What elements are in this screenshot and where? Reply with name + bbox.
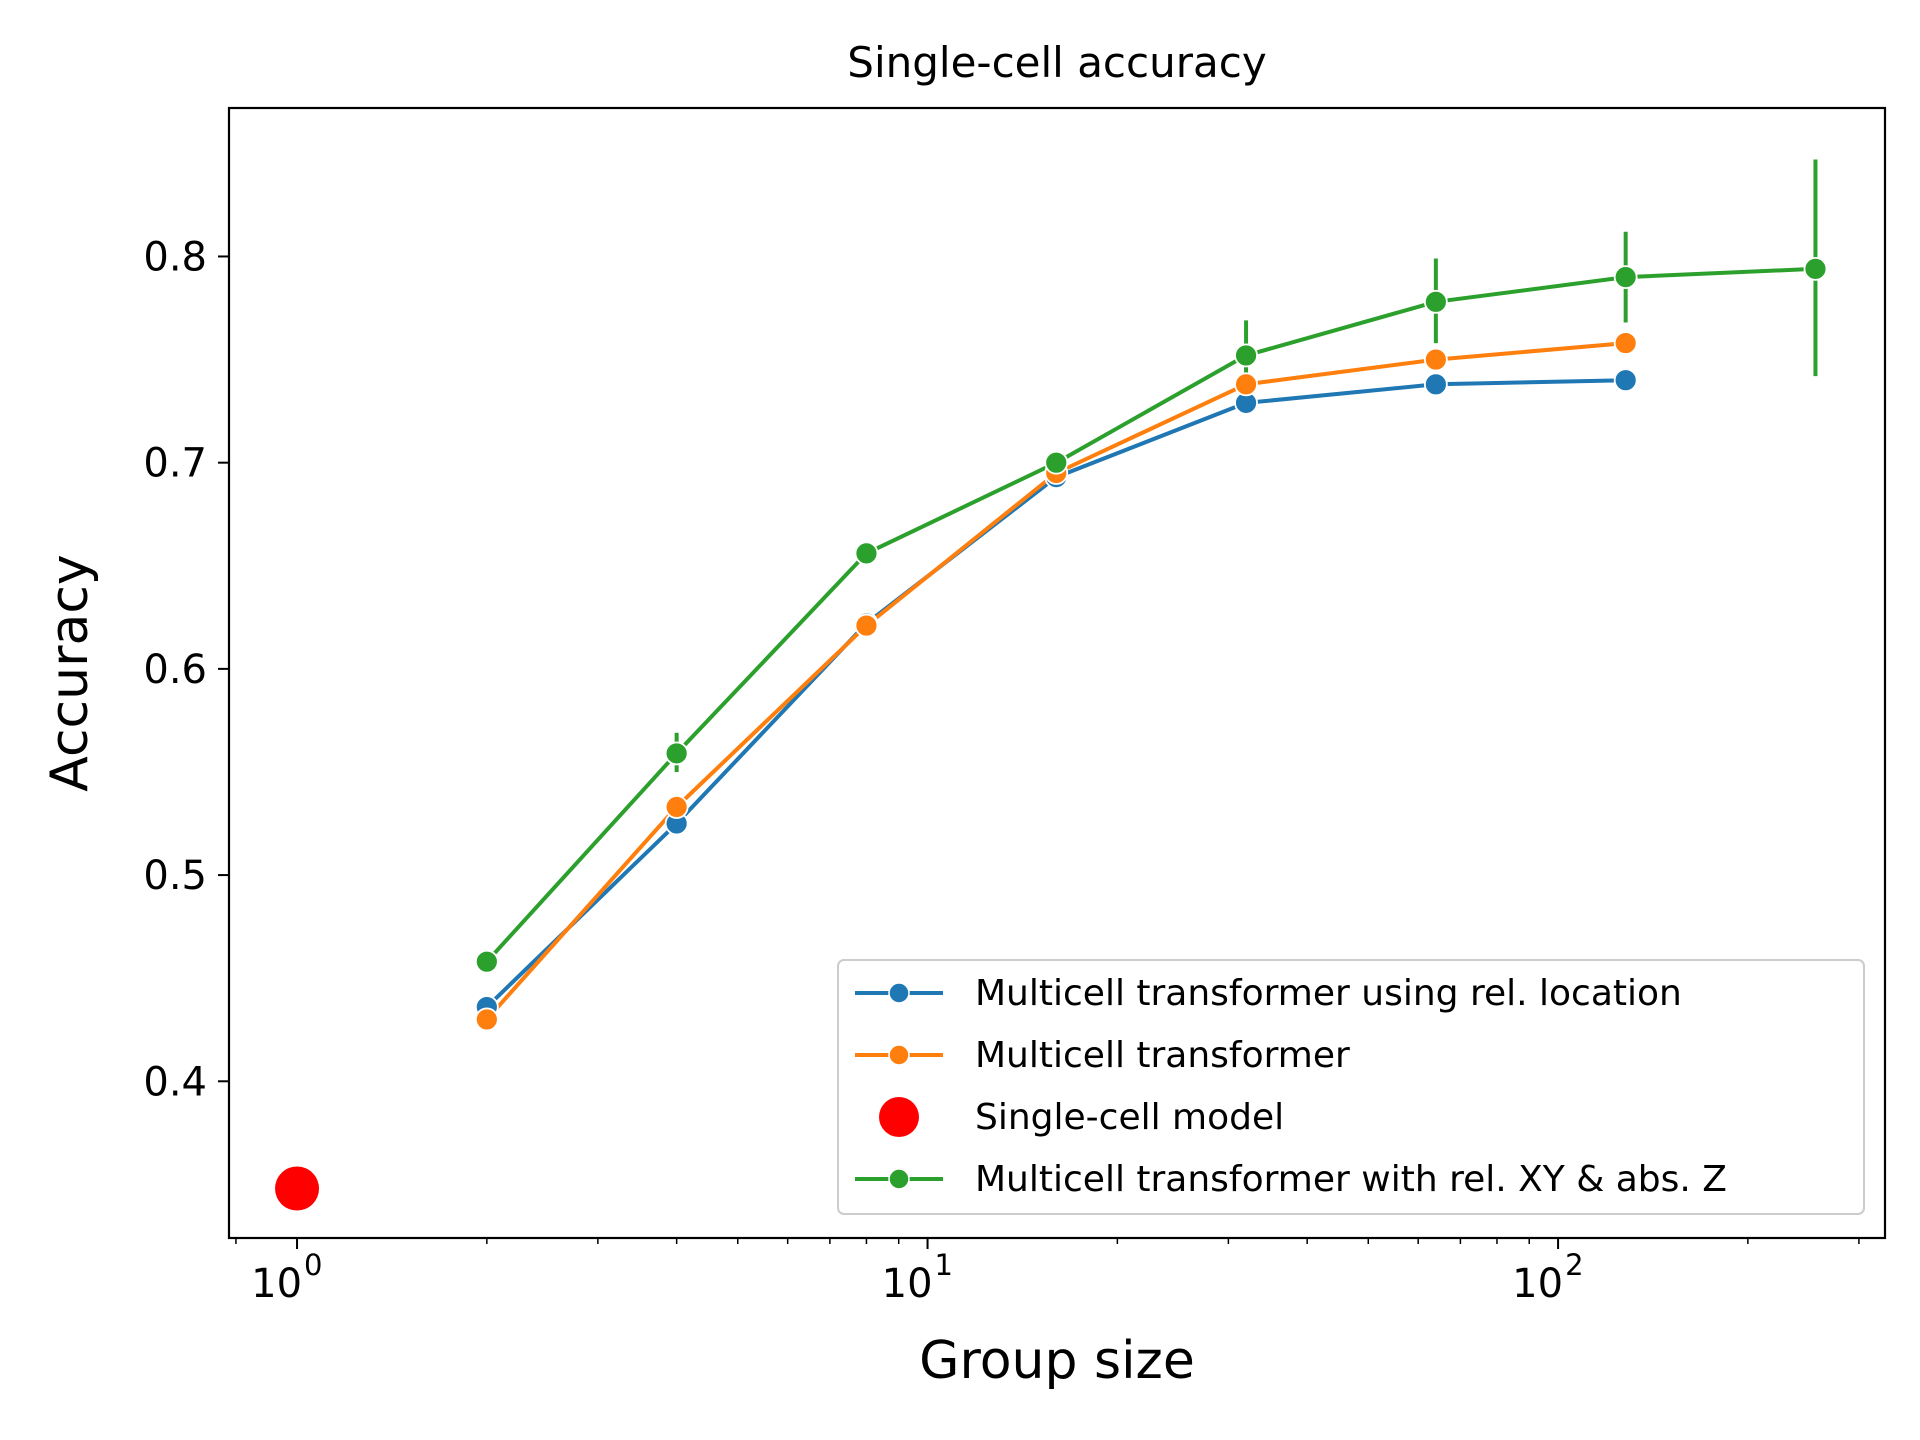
legend-label: Multicell transformer with rel. XY & abs… (975, 1159, 1727, 1200)
axis-ticks: 0.40.50.60.70.810 0 10 1 10 2 (143, 234, 1860, 1307)
legend-marker (888, 1168, 910, 1190)
legend-label: Multicell transformer using rel. locatio… (975, 973, 1682, 1014)
data-point (1423, 372, 1448, 397)
series-markers-2 (275, 1166, 320, 1211)
data-point (1423, 289, 1448, 314)
y-tick-label: 0.7 (143, 441, 207, 487)
series-line (484, 266, 1818, 964)
x-tick-label-base: 10 (1512, 1261, 1563, 1307)
legend-marker (879, 1097, 919, 1137)
data-point (664, 795, 689, 819)
data-point (1044, 450, 1069, 475)
x-tick-label-exp: 0 (304, 1248, 322, 1282)
data-point (854, 613, 879, 638)
y-axis-label: Accuracy (40, 554, 100, 791)
legend-label: Multicell transformer (975, 1035, 1350, 1076)
data-point (1803, 256, 1828, 281)
scatter-point (275, 1166, 320, 1211)
y-tick-label: 0.8 (143, 234, 207, 280)
data-point (1613, 368, 1638, 393)
data-point (1613, 265, 1638, 289)
data-point (474, 949, 499, 974)
x-tick-label-base: 10 (251, 1261, 302, 1307)
legend-entry: Single-cell model (879, 1097, 1284, 1138)
data-point (854, 541, 879, 566)
data-point (1423, 347, 1448, 372)
data-point (474, 1007, 499, 1032)
data-point (664, 741, 689, 766)
data-point (1234, 372, 1258, 397)
series-markers-3 (474, 256, 1828, 974)
legend-box (837, 959, 1865, 1215)
legend-marker (888, 1044, 910, 1066)
x-tick-label-exp: 2 (1565, 1248, 1583, 1282)
y-tick-label: 0.6 (143, 647, 207, 693)
x-tick-label-base: 10 (882, 1261, 933, 1307)
x-tick-label: 10 0 (251, 1248, 322, 1307)
data-point (1234, 343, 1258, 368)
legend: Multicell transformer using rel. locatio… (837, 959, 1865, 1215)
plot-frame (227, 106, 1887, 1240)
legend-marker (888, 982, 910, 1004)
legend-label: Single-cell model (975, 1097, 1284, 1138)
y-tick-label: 0.5 (143, 853, 207, 899)
x-axis-label: Group size (919, 1331, 1195, 1391)
y-tick-label: 0.4 (143, 1059, 207, 1105)
data-point (1613, 331, 1638, 355)
x-tick-label-exp: 1 (935, 1248, 953, 1282)
x-tick-label: 10 2 (1512, 1248, 1583, 1307)
legend-entry: Multicell transformer (855, 1035, 1350, 1076)
legend-entry: Multicell transformer using rel. locatio… (855, 973, 1682, 1014)
plot-area (275, 159, 1828, 1211)
legend-entry: Multicell transformer with rel. XY & abs… (855, 1159, 1727, 1200)
chart-title: Single-cell accuracy (847, 38, 1266, 87)
x-tick-label: 10 1 (882, 1248, 953, 1307)
